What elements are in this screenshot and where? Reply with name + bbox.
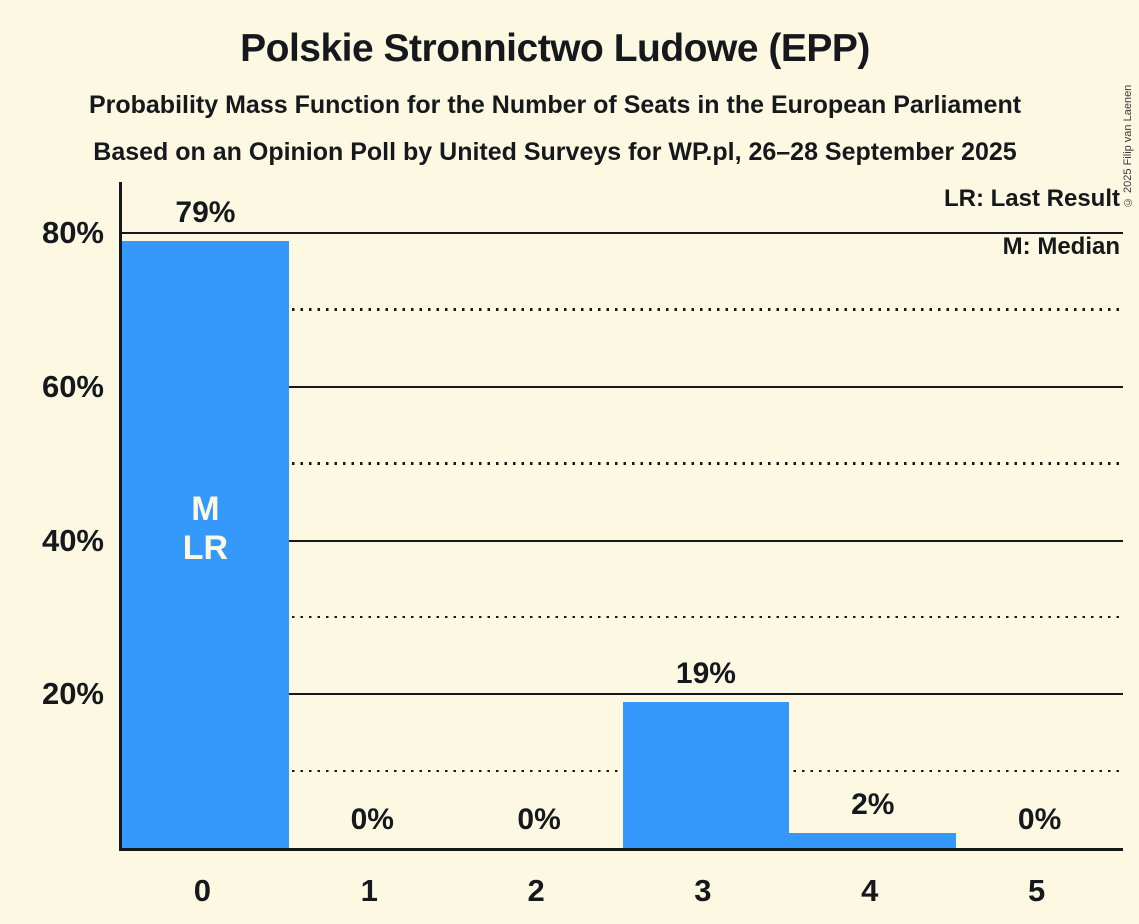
x-tick-label-0: 0 — [193, 873, 212, 908]
bar-value-label-4: 2% — [851, 787, 895, 821]
copyright-note: © 2025 Filip van Laenen — [1122, 84, 1134, 208]
gridline-solid-80pct — [122, 232, 1123, 234]
bar-value-label-1: 0% — [350, 803, 394, 836]
bar-value-label-0: 79% — [175, 195, 236, 229]
chart-subtitle: Probability Mass Function for the Number… — [88, 91, 1022, 119]
bar-seats-3 — [622, 701, 790, 848]
y-tick-label-20: 20% — [41, 676, 104, 712]
legend-last-result: LR: Last Result — [943, 185, 1120, 212]
bar-annotation-median-lastresult: M LR — [122, 490, 289, 568]
annotation-line-m: M — [191, 490, 220, 528]
y-tick-label-60: 60% — [41, 368, 104, 404]
bar-value-label-5: 0% — [1017, 803, 1062, 836]
bar-seats-0 — [122, 240, 289, 848]
x-tick-label-3: 3 — [694, 873, 712, 908]
x-tick-label-2: 2 — [527, 873, 545, 908]
x-tick-label-1: 1 — [360, 873, 378, 908]
plot-area: 79% 0% 0% 19% 2% 0% M LR — [119, 182, 1123, 851]
legend-median: M: Median — [1002, 233, 1120, 260]
x-tick-label-5: 5 — [1027, 873, 1046, 908]
chart-source-line: Based on an Opinion Poll by United Surve… — [93, 138, 1017, 166]
chart-title: Polskie Stronnictwo Ludowe (EPP) — [240, 27, 870, 70]
y-tick-label-80: 80% — [41, 215, 104, 250]
bar-seats-4 — [789, 832, 957, 848]
x-tick-label-4: 4 — [861, 873, 879, 908]
y-tick-label-40: 40% — [41, 522, 104, 558]
bar-value-label-3: 19% — [675, 656, 736, 690]
annotation-line-lr: LR — [182, 529, 229, 567]
bar-value-label-2: 0% — [517, 803, 561, 836]
